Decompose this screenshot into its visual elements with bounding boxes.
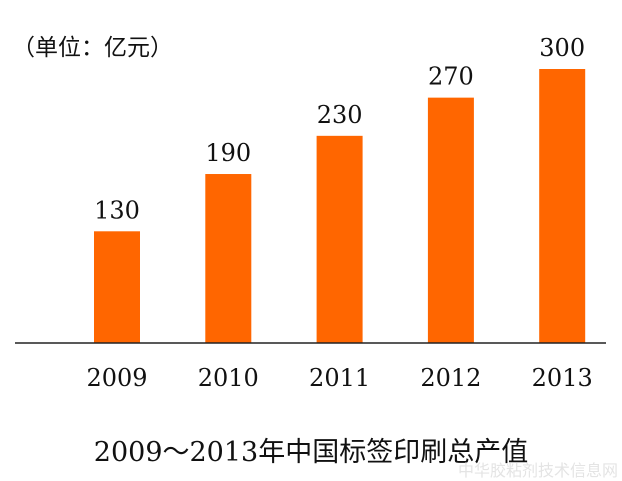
bar-2012 [427,97,474,343]
watermark: 中华胶粘剂技术信息网 [457,461,618,480]
chart-title: 2009～2013年中国标签印刷总产值 [93,437,529,468]
data-label: 130 [94,196,140,224]
data-label: 270 [428,63,474,91]
bar-2013 [539,69,586,343]
x-tick-label: 2010 [198,364,259,392]
x-tick-label: 2009 [86,364,147,392]
data-label: 190 [205,139,251,167]
x-tick-label: 2011 [309,364,370,392]
x-tick-label: 2012 [420,364,481,392]
unit-label: （单位：亿元） [12,35,173,61]
data-label: 300 [539,34,585,62]
x-tick-label: 2013 [532,364,593,392]
bar-2010 [205,174,252,343]
bar-2011 [316,135,363,343]
data-label: 230 [317,101,363,129]
bar-2009 [94,231,140,343]
